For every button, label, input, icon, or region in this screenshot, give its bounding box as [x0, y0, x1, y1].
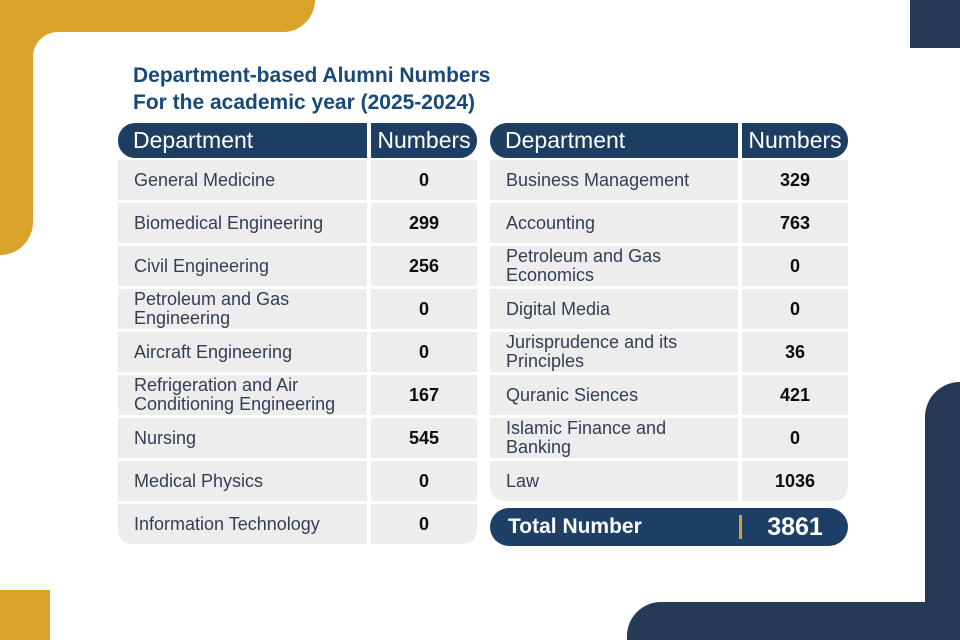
- table-row: Biomedical Engineering 299: [118, 203, 477, 243]
- department-cell: Refrigeration and Air Conditioning Engin…: [118, 375, 367, 415]
- alumni-table-right: Department Numbers Business Management 32…: [490, 123, 848, 546]
- table-body: Business Management 329 Accounting 763 Petro…: [490, 160, 848, 501]
- total-value: 3861: [767, 512, 823, 541]
- table-row: Refrigeration and Air Conditioning Engin…: [118, 375, 477, 415]
- department-cell: Law: [490, 461, 738, 501]
- table-row: Petroleum and Gas Engineering 0: [118, 289, 477, 329]
- number-cell: 0: [742, 289, 848, 329]
- department-cell: Quranic Siences: [490, 375, 738, 415]
- total-label: Total Number: [508, 515, 642, 538]
- department-column-header: Department: [118, 123, 367, 158]
- table-row: Medical Physics 0: [118, 461, 477, 501]
- department-cell: Jurisprudence and its Principles: [490, 332, 738, 372]
- number-cell: 0: [371, 332, 477, 372]
- corner-bar-bottom-right-horizontal-accent: [627, 602, 960, 640]
- table-header-row: Department Numbers: [490, 123, 848, 158]
- table-row: Petroleum and Gas Economics 0: [490, 246, 848, 286]
- numbers-column-header: Numbers: [742, 123, 848, 158]
- number-cell: 256: [371, 246, 477, 286]
- table-row: Quranic Siences 421: [490, 375, 848, 415]
- table-row: Civil Engineering 256: [118, 246, 477, 286]
- number-cell: 421: [742, 375, 848, 415]
- total-row: Total Number 3861: [490, 508, 848, 546]
- number-cell: 545: [371, 418, 477, 458]
- number-cell: 329: [742, 160, 848, 200]
- department-cell: Business Management: [490, 160, 738, 200]
- department-cell: General Medicine: [118, 160, 367, 200]
- page-title-line1: Department-based Alumni Numbers: [133, 64, 491, 87]
- corner-square-bottom-left-accent: [0, 590, 50, 640]
- table-row: Aircraft Engineering 0: [118, 332, 477, 372]
- department-cell: Islamic Finance and Banking: [490, 418, 738, 458]
- department-cell: Digital Media: [490, 289, 738, 329]
- table-row: Jurisprudence and its Principles 36: [490, 332, 848, 372]
- table-row: General Medicine 0: [118, 160, 477, 200]
- corner-bracket-top-left-accent: [0, 0, 315, 255]
- page-title-line2: For the academic year (2025-2024): [133, 91, 476, 114]
- number-cell: 0: [371, 289, 477, 329]
- department-cell: Petroleum and Gas Economics: [490, 246, 738, 286]
- total-divider-accent: [739, 515, 742, 539]
- number-cell: 763: [742, 203, 848, 243]
- table-row: Information Technology 0: [118, 504, 477, 544]
- corner-bar-bottom-right-vertical-accent: [925, 382, 960, 640]
- table-row: Nursing 545: [118, 418, 477, 458]
- table-row: Islamic Finance and Banking 0: [490, 418, 848, 458]
- department-cell: Civil Engineering: [118, 246, 367, 286]
- table-row: Accounting 763: [490, 203, 848, 243]
- department-column-header: Department: [490, 123, 738, 158]
- number-cell: 36: [742, 332, 848, 372]
- number-cell: 0: [371, 461, 477, 501]
- corner-square-top-right-accent: [910, 0, 960, 48]
- table-row: Law 1036: [490, 461, 848, 501]
- page-title: Department-based Alumni Numbers For the …: [133, 62, 490, 116]
- department-cell: Information Technology: [118, 504, 367, 544]
- table-row: Digital Media 0: [490, 289, 848, 329]
- number-cell: 0: [371, 504, 477, 544]
- number-cell: 167: [371, 375, 477, 415]
- number-cell: 299: [371, 203, 477, 243]
- number-cell: 1036: [742, 461, 848, 501]
- table-body: General Medicine 0 Biomedical Engineering 2…: [118, 160, 477, 544]
- table-row: Business Management 329: [490, 160, 848, 200]
- numbers-column-header: Numbers: [371, 123, 477, 158]
- alumni-table-left: Department Numbers General Medicine 0 Biom…: [118, 123, 477, 547]
- department-cell: Accounting: [490, 203, 738, 243]
- department-cell: Nursing: [118, 418, 367, 458]
- department-cell: Biomedical Engineering: [118, 203, 367, 243]
- number-cell: 0: [742, 418, 848, 458]
- number-cell: 0: [371, 160, 477, 200]
- department-cell: Petroleum and Gas Engineering: [118, 289, 367, 329]
- table-header-row: Department Numbers: [118, 123, 477, 158]
- number-cell: 0: [742, 246, 848, 286]
- department-cell: Aircraft Engineering: [118, 332, 367, 372]
- department-cell: Medical Physics: [118, 461, 367, 501]
